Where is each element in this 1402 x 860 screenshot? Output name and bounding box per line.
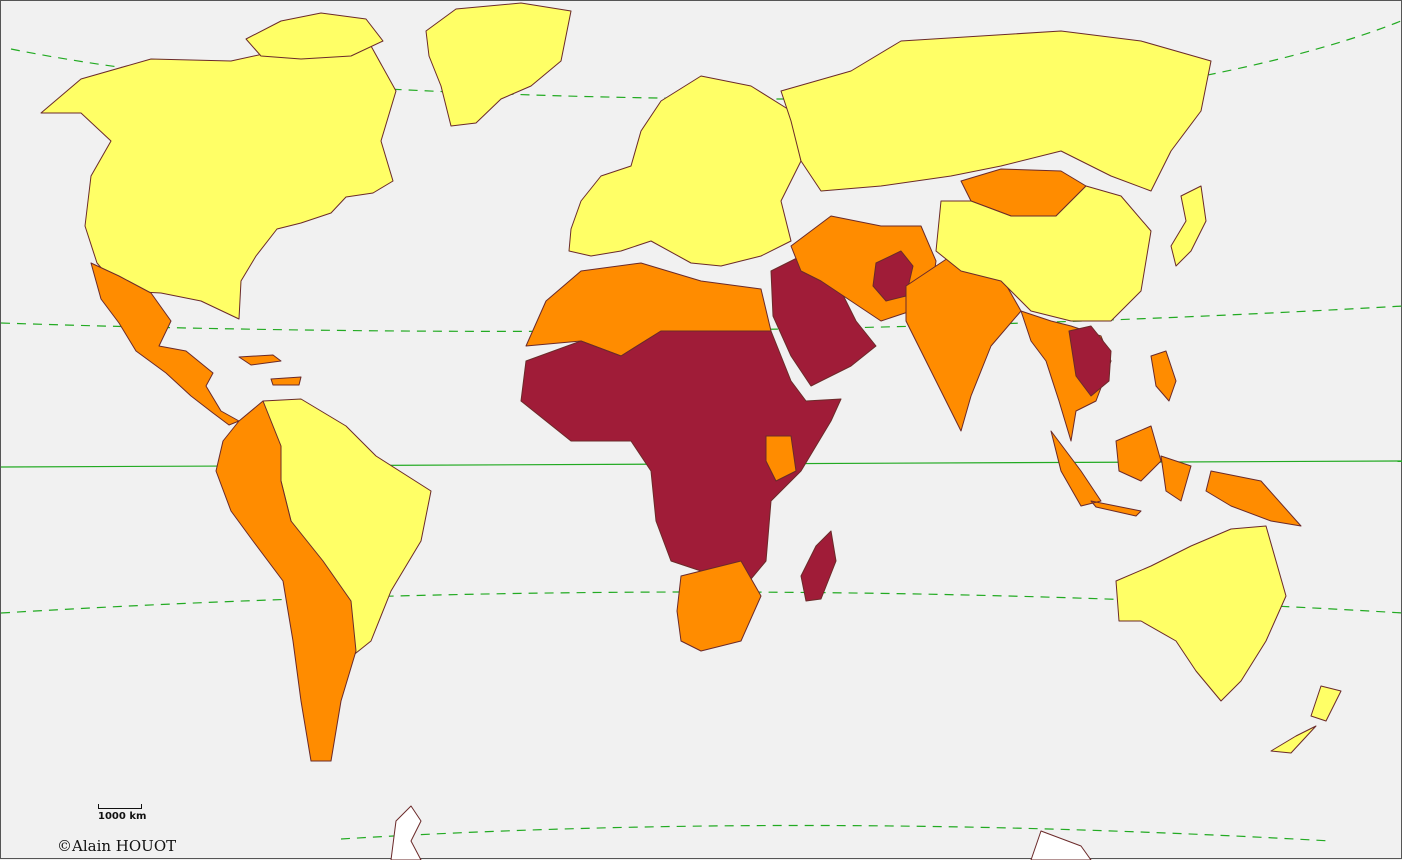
copyright-notice: ©Alain HOUOT (57, 837, 177, 855)
region-indonesia (1050, 425, 1302, 527)
region-canadian-islands (245, 12, 384, 60)
region-russia (780, 30, 1212, 192)
region-andean-south-america (215, 400, 357, 762)
region-new-zealand (1270, 685, 1342, 754)
region-north-america (40, 40, 397, 320)
region-indochina-high (1068, 325, 1112, 397)
region-kenya (765, 435, 797, 482)
arctic-circle-line (10, 20, 1402, 100)
region-caribbean-islands (238, 354, 302, 386)
region-greenland (425, 2, 572, 127)
region-china (935, 185, 1152, 322)
tropic-of-capricorn-line (1, 591, 1402, 614)
region-southern-africa (676, 560, 762, 652)
region-australia (1115, 525, 1287, 702)
antarctic-circle-line (340, 824, 1332, 842)
region-japan (1170, 185, 1207, 267)
scale-bar: 1000 km (98, 804, 146, 822)
region-europe (568, 75, 802, 267)
scale-bar-label: 1000 km (98, 811, 147, 822)
tropic-of-cancer-line (1, 305, 1402, 332)
region-sub-saharan-africa (520, 330, 842, 592)
scale-bar-line (98, 804, 142, 809)
region-madagascar (800, 530, 837, 602)
region-philippines (1150, 350, 1177, 402)
region-mexico-central-america (90, 262, 240, 426)
region-antarctica (390, 805, 1092, 860)
